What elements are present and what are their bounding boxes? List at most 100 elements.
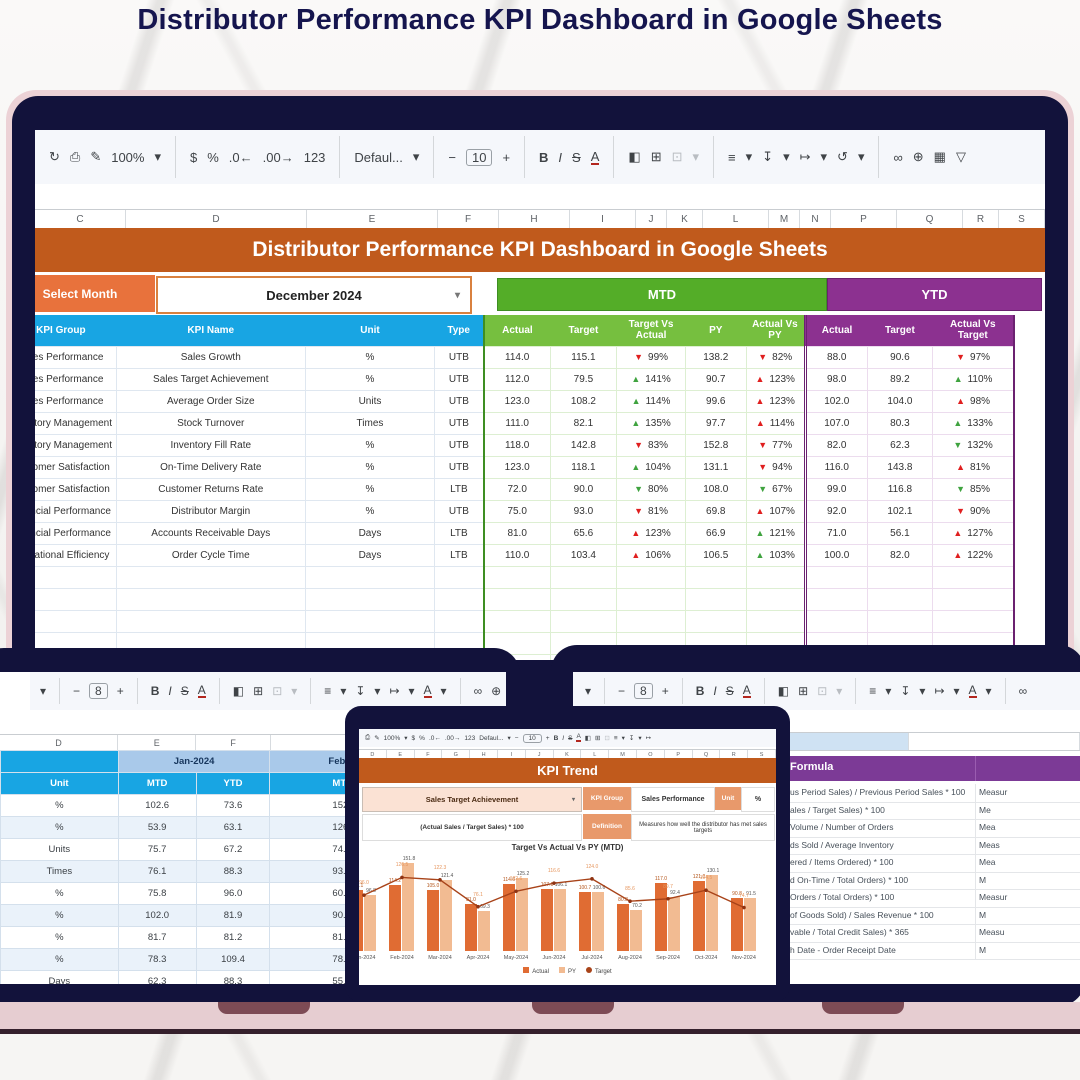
text-wrap-icon[interactable]: ↦ xyxy=(389,684,400,698)
text-color-icon[interactable]: A xyxy=(590,148,600,165)
redo-icon[interactable]: ↻ xyxy=(49,149,60,164)
print-icon[interactable]: ⎙ xyxy=(69,149,81,164)
currency-format-icon[interactable]: $ xyxy=(190,149,198,165)
fill-color-icon[interactable]: ◧ xyxy=(777,684,790,698)
chevron-down-icon[interactable]: ▾ xyxy=(783,149,790,164)
column-header-Q[interactable]: Q xyxy=(693,750,721,759)
column-header-J[interactable]: J xyxy=(526,750,554,759)
chevron-down-icon[interactable]: ▾ xyxy=(820,149,828,164)
column-header-K[interactable]: K xyxy=(667,210,703,228)
paint-format-icon[interactable]: ✎ xyxy=(374,735,380,742)
italic-icon[interactable]: I xyxy=(558,149,563,165)
chevron-down-icon[interactable]: ▾ xyxy=(953,684,960,698)
merge-cells-icon[interactable]: ⊡ xyxy=(671,149,683,164)
text-wrap-icon[interactable]: ↦ xyxy=(934,684,945,698)
chevron-down-icon[interactable]: ▾ xyxy=(340,684,347,698)
insert-comment-icon[interactable]: ⊕ xyxy=(491,684,502,698)
column-header-I[interactable]: I xyxy=(570,210,636,228)
text-color-icon[interactable]: A xyxy=(423,683,432,698)
strikethrough-icon[interactable]: S xyxy=(180,684,189,698)
text-wrap-icon[interactable]: ↦ xyxy=(645,735,652,742)
chevron-down-icon[interactable]: ▾ xyxy=(404,735,408,742)
column-header-E[interactable]: E xyxy=(118,735,197,751)
decrease-decimal-icon[interactable]: .0← xyxy=(228,149,253,165)
text-rotation-icon[interactable]: ↺ xyxy=(837,149,848,164)
vertical-align-icon[interactable]: ↧ xyxy=(900,684,911,698)
column-header-M[interactable]: M xyxy=(609,750,637,759)
filter-icon[interactable]: ▽ xyxy=(955,149,966,164)
insert-chart-icon[interactable]: ▦ xyxy=(933,149,946,164)
increase-decimal-icon[interactable]: .00→ xyxy=(444,734,461,742)
chevron-down-icon[interactable]: ▾ xyxy=(507,735,511,742)
column-header-H[interactable]: H xyxy=(499,210,570,228)
column-header-R[interactable]: R xyxy=(963,210,999,228)
column-header-L[interactable]: L xyxy=(581,750,610,759)
column-header-D[interactable]: D xyxy=(126,210,307,228)
column-header-I[interactable]: I xyxy=(498,750,526,759)
chevron-down-icon[interactable]: ▾ xyxy=(638,735,642,742)
merge-cells-icon[interactable]: ⊡ xyxy=(272,684,283,698)
decrease-decimal-icon[interactable]: .0← xyxy=(428,734,441,742)
italic-icon[interactable]: I xyxy=(713,684,717,698)
merge-cells-icon[interactable]: ⊡ xyxy=(604,735,610,742)
column-header-D[interactable]: D xyxy=(359,750,387,759)
column-header-H[interactable]: H xyxy=(470,750,498,759)
decrease-font-icon[interactable]: − xyxy=(514,734,519,742)
vertical-align-icon[interactable]: ↧ xyxy=(762,149,774,164)
column-header-O[interactable]: O xyxy=(637,750,665,759)
currency-format-icon[interactable]: $ xyxy=(411,734,416,742)
column-header-K[interactable]: K xyxy=(554,750,582,759)
column-header-F[interactable]: F xyxy=(196,735,271,751)
chevron-down-icon[interactable]: ▾ xyxy=(440,684,447,698)
column-header-N[interactable]: N xyxy=(800,210,831,228)
text-color-icon[interactable]: A xyxy=(576,733,581,743)
column-header-G[interactable]: G xyxy=(442,750,471,759)
zoom-select[interactable]: 100% xyxy=(111,149,145,165)
horizontal-align-icon[interactable]: ≡ xyxy=(324,684,332,698)
print-icon[interactable]: ⎙ xyxy=(365,734,371,741)
chevron-down-icon[interactable]: ▾ xyxy=(745,149,753,164)
font-size-input[interactable]: 10 xyxy=(522,733,542,743)
chevron-down-icon[interactable]: ▾ xyxy=(154,149,161,164)
month-dropdown[interactable]: December 2024 ▾ xyxy=(156,276,472,314)
bold-icon[interactable]: B xyxy=(539,149,549,165)
increase-font-icon[interactable]: + xyxy=(661,684,669,698)
fill-color-icon[interactable]: ◧ xyxy=(584,735,591,742)
text-color-icon[interactable]: A xyxy=(968,683,977,698)
insert-comment-icon[interactable]: ⊕ xyxy=(912,149,924,164)
chevron-down-icon[interactable]: ▾ xyxy=(412,149,420,164)
column-header-S[interactable]: S xyxy=(748,750,776,759)
bold-icon[interactable]: B xyxy=(553,734,559,742)
chevron-down-icon[interactable]: ▾ xyxy=(692,149,700,164)
insert-link-icon[interactable]: ∞ xyxy=(473,684,483,698)
column-header-C[interactable]: C xyxy=(35,210,126,228)
fill-color-icon[interactable]: ◧ xyxy=(628,149,641,164)
column-header-F[interactable]: F xyxy=(415,750,443,759)
text-wrap-icon[interactable]: ↦ xyxy=(799,149,811,164)
chevron-down-icon[interactable]: ▾ xyxy=(40,684,47,698)
strikethrough-icon[interactable]: S xyxy=(572,149,581,165)
horizontal-align-icon[interactable]: ≡ xyxy=(869,684,877,698)
number-format-icon[interactable]: 123 xyxy=(464,734,476,742)
font-size-input[interactable]: 10 xyxy=(465,148,493,166)
borders-icon[interactable]: ⊞ xyxy=(253,684,264,698)
chevron-down-icon[interactable]: ▾ xyxy=(374,684,381,698)
text-color-icon[interactable]: A xyxy=(742,683,751,698)
horizontal-align-icon[interactable]: ≡ xyxy=(613,734,618,742)
percent-format-icon[interactable]: % xyxy=(207,149,219,165)
bold-icon[interactable]: B xyxy=(695,684,705,698)
insert-link-icon[interactable]: ∞ xyxy=(893,149,903,165)
column-header-J[interactable]: J xyxy=(636,210,667,228)
increase-font-icon[interactable]: + xyxy=(545,734,550,742)
increase-font-icon[interactable]: + xyxy=(502,149,511,165)
column-header-L[interactable]: L xyxy=(703,210,769,228)
column-header-Q[interactable]: Q xyxy=(897,210,963,228)
font-select[interactable]: Defaul... xyxy=(479,734,504,742)
merge-cells-icon[interactable]: ⊡ xyxy=(817,684,828,698)
column-header-P[interactable]: P xyxy=(665,750,693,759)
column-header-E[interactable]: E xyxy=(387,750,415,759)
chevron-down-icon[interactable]: ▾ xyxy=(408,684,415,698)
chevron-down-icon[interactable]: ▾ xyxy=(621,735,625,742)
chevron-down-icon[interactable]: ▾ xyxy=(291,684,298,698)
chevron-down-icon[interactable]: ▾ xyxy=(885,684,892,698)
